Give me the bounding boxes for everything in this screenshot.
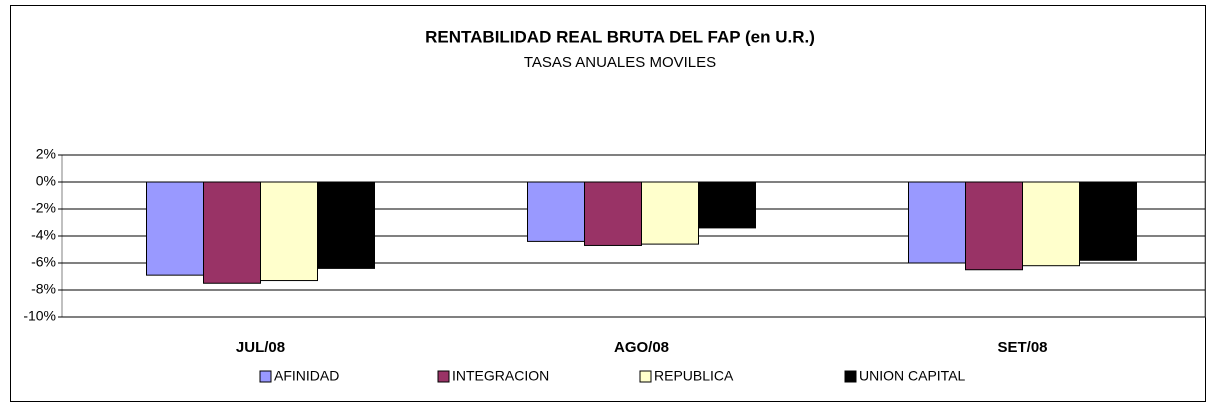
bar [527,181,585,242]
bar [1079,181,1137,261]
bar [1022,181,1080,267]
y-tick-label: -10% [23,308,56,324]
bar [965,181,1023,271]
bar [203,181,261,284]
bar [260,181,318,282]
bar [584,181,642,246]
chart-subtitle: TASAS ANUALES MOVILES [524,54,716,71]
legend-label: INTEGRACION [452,368,549,384]
legend-label: UNION CAPITAL [859,368,966,384]
bar [908,181,966,264]
y-tick-label: -4% [31,227,56,243]
legend-swatch [639,370,652,383]
y-tick-label: -2% [31,200,56,216]
legend-swatch [259,370,272,383]
bar [698,181,756,229]
bar [317,181,375,269]
y-tick-label: -8% [31,281,56,297]
legend-label: AFINIDAD [274,368,339,384]
bar [146,181,204,276]
x-tick-label: JUL/08 [236,339,285,356]
x-tick-label: AGO/08 [614,339,669,356]
y-tick-label: 2% [36,146,56,162]
x-tick-label: SET/08 [997,339,1047,356]
bar [641,181,699,245]
legend-label: REPUBLICA [654,368,734,384]
chart-title: RENTABILIDAD REAL BRUTA DEL FAP (en U.R.… [425,27,815,46]
y-tick-label: 0% [36,173,56,189]
legend-swatch [844,370,857,383]
legend-swatch [437,370,450,383]
y-tick-label: -6% [31,254,56,270]
